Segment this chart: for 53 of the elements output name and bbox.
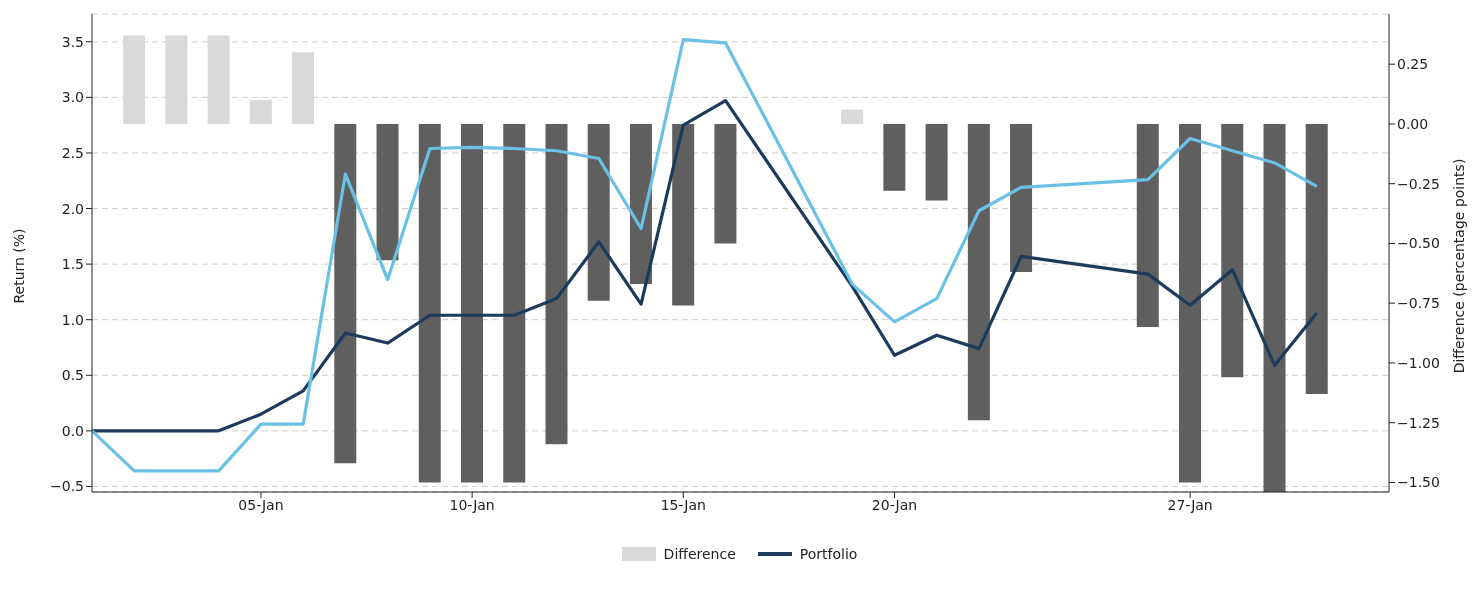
y2-tick-label: −1.50 bbox=[1397, 474, 1440, 491]
bar bbox=[207, 35, 230, 124]
bar bbox=[1263, 123, 1286, 492]
bar bbox=[967, 123, 990, 421]
line-series bbox=[92, 99, 1319, 433]
bar bbox=[249, 100, 272, 124]
y-tick-label: 1.5 bbox=[61, 256, 84, 273]
y-tick-label: 3.0 bbox=[61, 89, 84, 106]
bar bbox=[1305, 123, 1328, 395]
y2-tick-label: −0.50 bbox=[1397, 235, 1440, 252]
bar bbox=[672, 123, 695, 306]
bar bbox=[714, 123, 737, 244]
y-tick-label: 0.0 bbox=[61, 422, 84, 439]
y-tick-label: −0.5 bbox=[50, 478, 84, 495]
y2-tick-label: −0.75 bbox=[1397, 295, 1440, 312]
bar bbox=[165, 35, 188, 124]
bar bbox=[292, 52, 315, 124]
bar bbox=[587, 123, 610, 301]
y-tick-label: 0.5 bbox=[61, 367, 84, 384]
line-series bbox=[92, 37, 1319, 473]
y2-tick-label: −0.25 bbox=[1397, 175, 1440, 192]
bar bbox=[545, 123, 568, 445]
bar bbox=[503, 123, 526, 483]
x-tick-label: 15-Jan bbox=[660, 496, 706, 513]
y2-tick-label: −1.25 bbox=[1397, 414, 1440, 431]
y2-axis-title: Difference (percentage points) bbox=[1451, 158, 1467, 374]
y-tick-label: 2.5 bbox=[61, 144, 84, 161]
y-tick-label: 2.0 bbox=[61, 200, 84, 217]
x-tick-label: 20-Jan bbox=[871, 496, 918, 513]
bar bbox=[334, 123, 357, 464]
bar bbox=[376, 123, 399, 261]
bar bbox=[123, 35, 146, 124]
bar bbox=[418, 123, 441, 483]
x-tick-label: 10-Jan bbox=[449, 496, 495, 513]
y-tick-label: 1.0 bbox=[61, 311, 84, 328]
y-tick-label: 3.5 bbox=[61, 33, 84, 50]
bar bbox=[841, 109, 864, 124]
legend-label: Difference bbox=[663, 546, 736, 562]
bar bbox=[461, 123, 484, 483]
bar bbox=[1136, 123, 1159, 328]
legend-label: Portfolio bbox=[799, 546, 858, 562]
bar bbox=[925, 123, 948, 201]
bar bbox=[629, 123, 652, 285]
bar bbox=[883, 123, 906, 191]
bar bbox=[1179, 123, 1202, 483]
x-tick-label: 05-Jan bbox=[238, 496, 284, 513]
bar bbox=[1010, 123, 1033, 273]
y2-tick-label: −1.00 bbox=[1397, 354, 1440, 371]
x-tick-label: 27-Jan bbox=[1167, 496, 1213, 513]
bar bbox=[1221, 123, 1244, 378]
y2-tick-label: 0.25 bbox=[1397, 56, 1429, 73]
y-axis-title: Return (%) bbox=[11, 228, 27, 304]
y2-tick-label: 0.00 bbox=[1397, 115, 1429, 132]
